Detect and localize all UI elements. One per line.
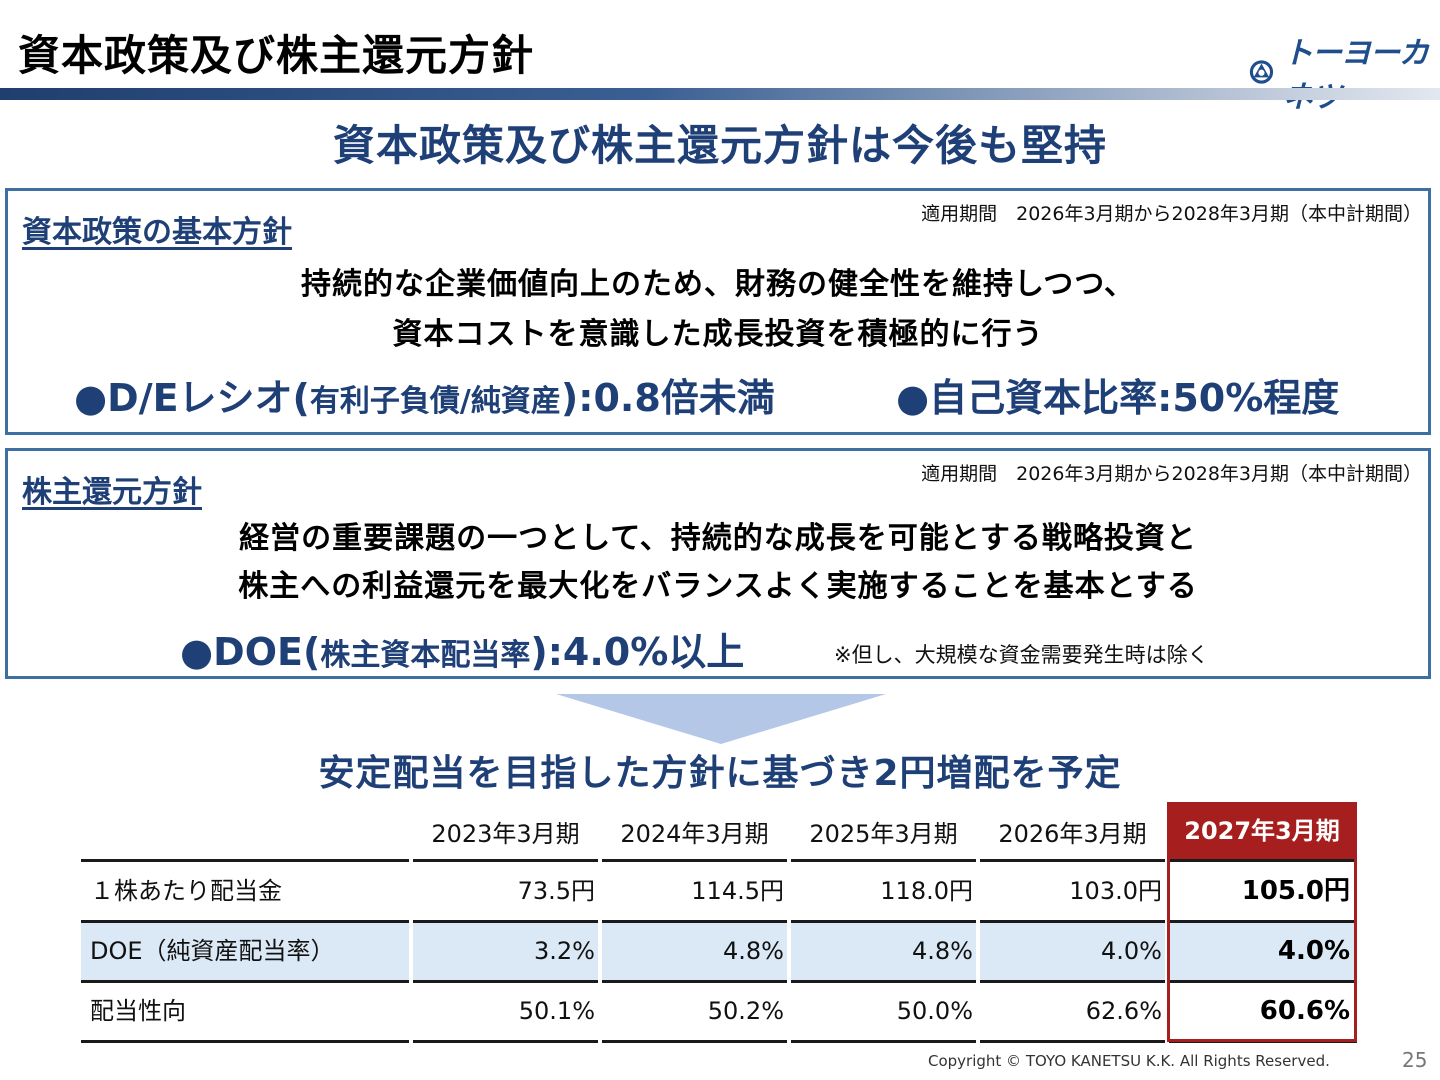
table-rule — [81, 859, 1357, 862]
shareholder-policy-line1: 経営の重要課題の一つとして、持続的な成長を可能とする戦略投資と — [239, 521, 1197, 556]
de-ratio-target: ●D/Eレシオ(有利子負債/純資産):0.8倍未満 — [74, 367, 775, 422]
table-cell: 4.8% — [723, 937, 784, 965]
column-separator — [598, 858, 602, 1044]
table-cell: 114.5円 — [691, 877, 784, 905]
table-cell: 50.2% — [707, 997, 784, 1025]
row-label: １株あたり配当金 — [90, 877, 282, 905]
capital-policy-line2: 資本コストを意識した成長投資を積極的に行う — [392, 317, 1044, 352]
doe-target: ●DOE(株主資本配当率):4.0%以上 — [180, 621, 744, 676]
equity-ratio-target: ●自己資本比率:50%程度 — [896, 367, 1339, 422]
table-cell: 4.8% — [912, 937, 973, 965]
table-cell: 50.0% — [896, 997, 973, 1025]
copyright: Copyright © TOYO KANETSU K.K. All Rights… — [928, 1052, 1330, 1070]
table-rule — [81, 980, 1357, 983]
shareholder-policy-line2: 株主への利益還元を最大化をバランスよく実施することを基本とする — [238, 569, 1198, 604]
shareholder-policy-box: 株主還元方針 適用期間 2026年3月期から2028年3月期（本中計期間） 経営… — [5, 448, 1431, 679]
table-cell-highlight: 4.0% — [1277, 936, 1350, 966]
doe-value: ):4.0%以上 — [530, 630, 745, 674]
shareholder-policy-period: 適用期間 2026年3月期から2028年3月期（本中計期間） — [921, 463, 1422, 485]
page-title: 資本政策及び株主還元方針 — [18, 31, 535, 80]
table-cell: 103.0円 — [1069, 877, 1162, 905]
table-cell: 62.6% — [1085, 997, 1162, 1025]
column-separator — [976, 858, 980, 1044]
table-cell: 73.5円 — [517, 877, 595, 905]
logo-icon — [1249, 60, 1274, 84]
capital-policy-line1: 持続的な企業価値向上のため、財務の健全性を維持しつつ、 — [301, 267, 1135, 302]
title-rule — [0, 88, 1440, 100]
column-header: 2026年3月期 — [998, 820, 1147, 848]
doe-note: ※但し、大規模な資金需要発生時は除く — [834, 643, 1209, 667]
logo-text: トーヨーカネツ — [1282, 36, 1429, 115]
table-cell: 4.0% — [1101, 937, 1162, 965]
dividend-heading: 安定配当を目指した方針に基づき2円増配を予定 — [318, 753, 1122, 794]
table-cell-highlight: 60.6% — [1259, 996, 1350, 1026]
doe-definition: 株主資本配当率 — [320, 638, 531, 673]
row-label: 配当性向 — [90, 997, 186, 1025]
doe-prefix: ●DOE( — [180, 630, 321, 674]
column-header: 2025年3月期 — [809, 820, 958, 848]
table-cell: 3.2% — [534, 937, 595, 965]
table-cell: 50.1% — [518, 997, 595, 1025]
row-shading — [81, 922, 1357, 980]
column-separator — [787, 858, 791, 1044]
shareholder-policy-label: 株主還元方針 — [22, 475, 202, 510]
de-ratio-value: ):0.8倍未満 — [560, 376, 775, 420]
de-ratio-prefix: ●D/Eレシオ( — [74, 376, 310, 420]
company-logo: トーヨーカネツ — [1246, 28, 1440, 116]
table-cell-highlight: 105.0円 — [1241, 876, 1350, 906]
highlight-column-frame — [1167, 802, 1357, 1042]
column-header-highlight: 2027年3月期 — [1167, 802, 1357, 860]
de-ratio-definition: 有利子負債/純資産 — [309, 384, 561, 419]
capital-policy-box: 資本政策の基本方針 適用期間 2026年3月期から2028年3月期（本中計期間）… — [5, 188, 1431, 435]
row-label: DOE（純資産配当率） — [90, 937, 335, 965]
main-heading: 資本政策及び株主還元方針は今後も堅持 — [332, 121, 1107, 170]
down-arrow-icon — [556, 694, 886, 744]
column-separator — [409, 858, 413, 1044]
column-header: 2023年3月期 — [431, 820, 580, 848]
equity-ratio-value: ●自己資本比率:50%程度 — [896, 376, 1340, 420]
capital-policy-period: 適用期間 2026年3月期から2028年3月期（本中計期間） — [921, 203, 1422, 225]
capital-policy-label: 資本政策の基本方針 — [22, 215, 292, 250]
table-rule — [81, 1040, 1357, 1043]
table-rule — [81, 920, 1357, 923]
column-header: 2024年3月期 — [620, 820, 769, 848]
table-cell: 118.0円 — [880, 877, 973, 905]
page-number: 25 — [1402, 1048, 1428, 1072]
